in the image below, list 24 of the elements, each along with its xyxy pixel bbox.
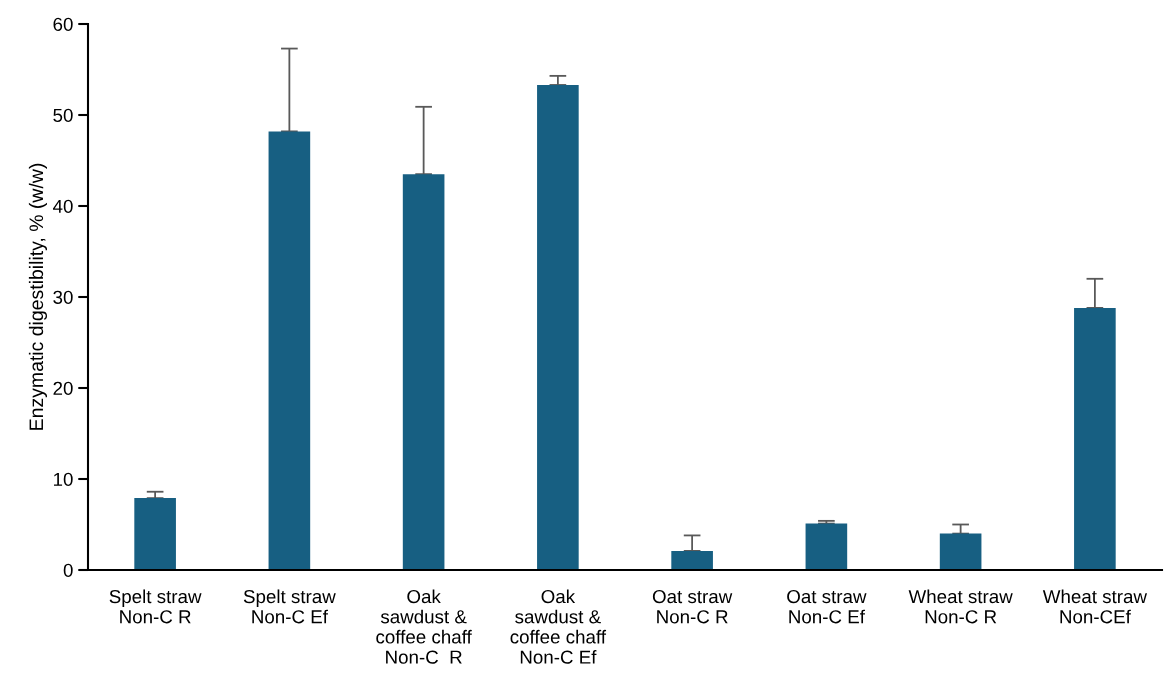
x-tick-label: Oak sawdust & coffee chaff Non-C Ef: [510, 589, 607, 664]
bar: [939, 533, 982, 570]
bar: [537, 84, 579, 570]
x-tick-label: Wheat straw Non-CEf: [1042, 589, 1148, 624]
x-tick-label: Oat straw Non-C Ef: [787, 589, 867, 624]
y-tick-label: 50: [53, 108, 73, 122]
x-tick-label: Spelt straw Non-C R: [109, 589, 202, 624]
bar: [402, 174, 445, 570]
y-tick-label: 20: [53, 381, 73, 395]
y-tick-label: 40: [52, 199, 73, 213]
bar: [671, 550, 713, 570]
x-tick-label: Wheat straw Non-C R: [908, 589, 1013, 624]
y-axis-title: Enzymatic digestibility, % (w/w): [28, 163, 48, 430]
y-tick-label: 0: [63, 563, 73, 577]
bar: [1074, 307, 1116, 570]
bar: [134, 498, 176, 570]
bar: [805, 523, 848, 570]
y-tick-label: 30: [53, 290, 73, 304]
y-tick-label: 10: [53, 472, 73, 486]
x-tick-label: Spelt straw Non-C Ef: [243, 589, 336, 624]
y-tick-label: 60: [53, 17, 73, 31]
bar: [268, 131, 311, 570]
x-tick-label: Oak sawdust & coffee chaff Non-C R: [376, 589, 472, 664]
x-tick-label: Oat straw Non-C R: [652, 589, 733, 624]
